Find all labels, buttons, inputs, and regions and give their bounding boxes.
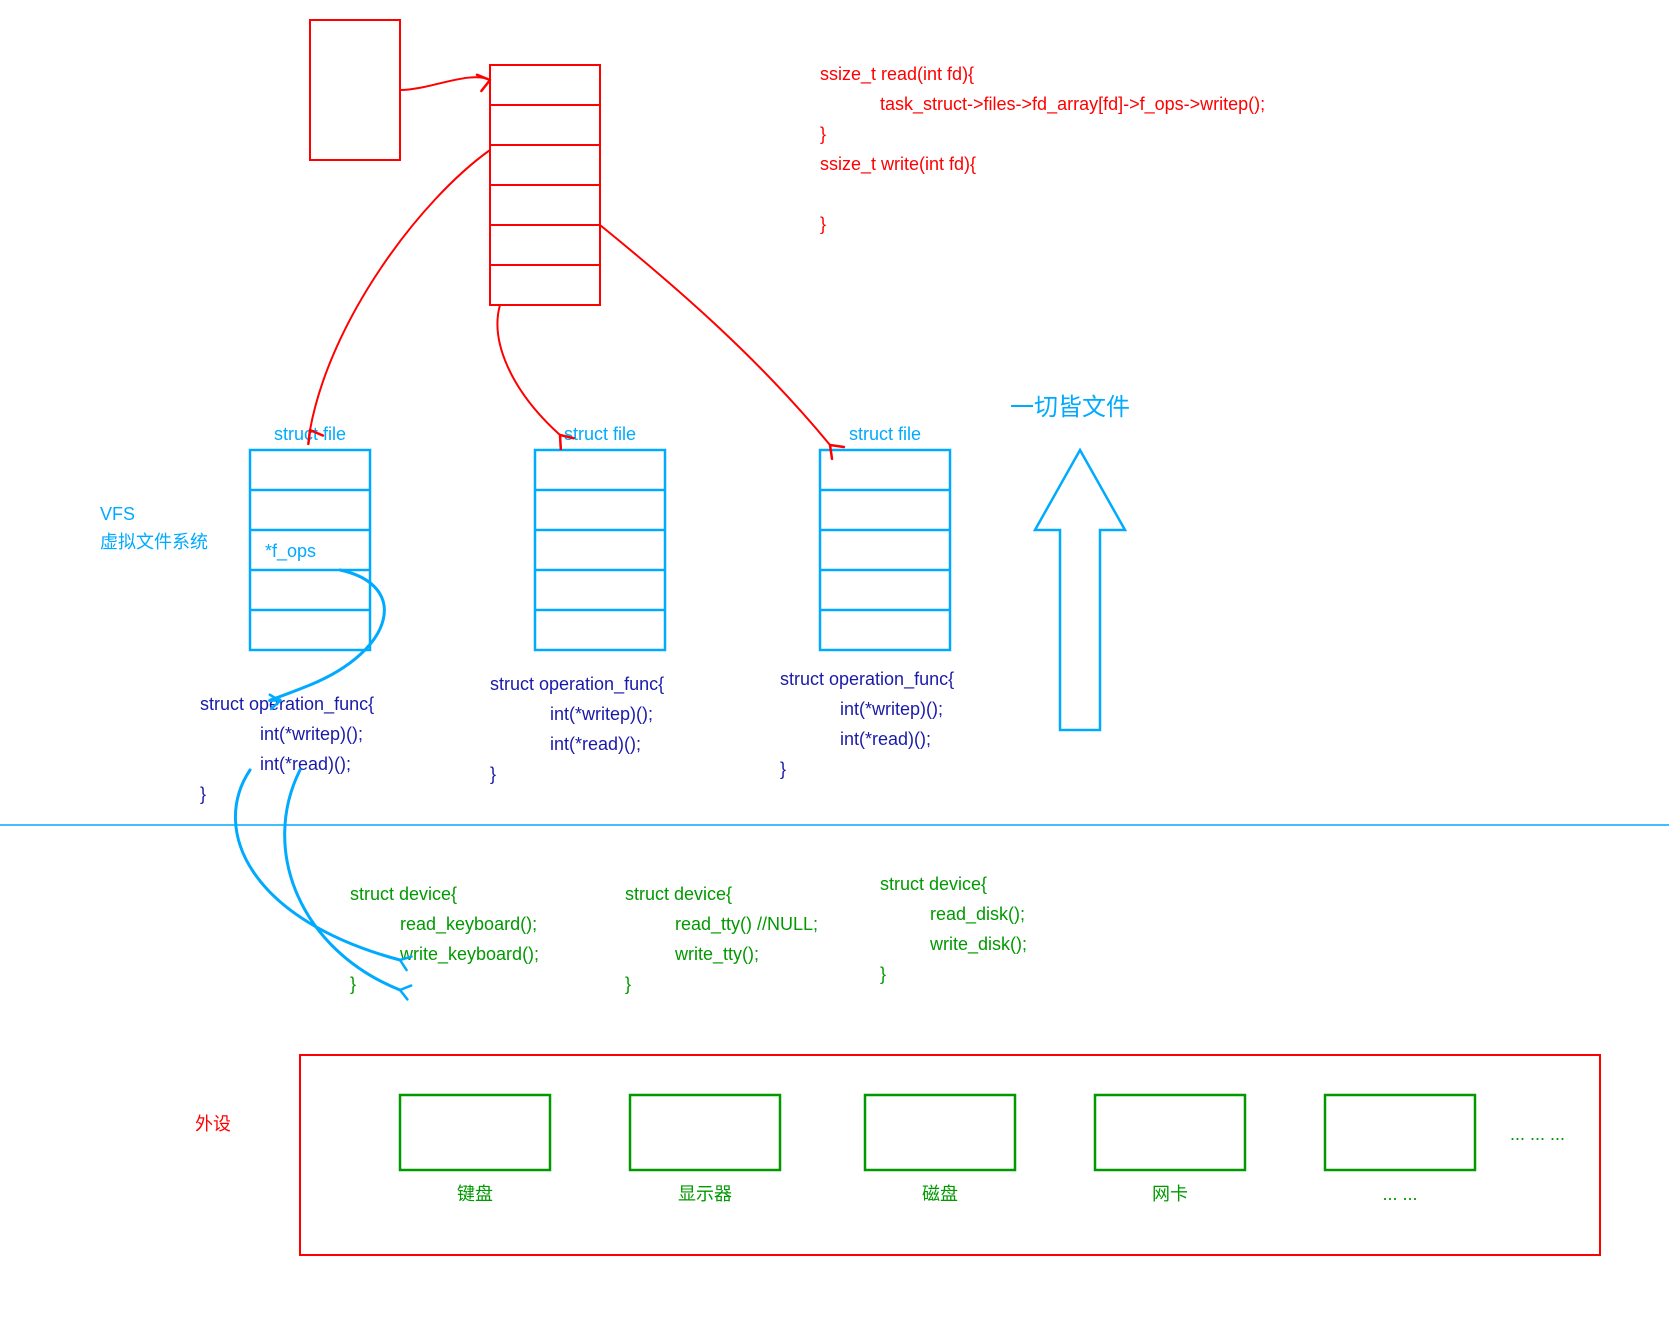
operation-func-line: int(*read)(); [550, 734, 641, 754]
vfs-label: VFS [100, 504, 135, 524]
device-struct-line: struct device{ [350, 884, 457, 904]
op-to-device-arrow [285, 770, 400, 990]
peripheral-label: 键盘 [457, 1184, 493, 1204]
fops-label: *f_ops [265, 541, 316, 562]
peripheral-box [630, 1095, 780, 1170]
peripheral-label: 网卡 [1152, 1184, 1188, 1204]
device-struct-line: read_keyboard(); [400, 914, 537, 935]
red-arrow [310, 150, 490, 430]
code-line: ssize_t read(int fd){ [820, 64, 974, 85]
code-line: } [820, 214, 826, 234]
struct-file-table [535, 450, 665, 650]
operation-func-line: } [200, 784, 206, 804]
peripheral-box [400, 1095, 550, 1170]
diagram-canvas: ssize_t read(int fd){ task_struct->files-… [0, 0, 1669, 1334]
peripheral-box [1325, 1095, 1475, 1170]
device-struct-line: write_disk(); [929, 934, 1027, 955]
peripheral-label: 显示器 [678, 1184, 732, 1204]
peripherals-container [300, 1055, 1600, 1255]
device-struct-line: } [880, 964, 886, 984]
device-struct-line: struct device{ [625, 884, 732, 904]
operation-func-line: int(*read)(); [840, 729, 931, 749]
operation-func-line: struct operation_func{ [780, 669, 954, 690]
everything-is-file-arrow [1035, 450, 1125, 730]
struct-file-table [820, 450, 950, 650]
device-struct-line: struct device{ [880, 874, 987, 894]
red-arrow [600, 225, 830, 445]
operation-func-line: int(*writep)(); [840, 699, 943, 719]
device-struct-line: write_tty(); [674, 944, 759, 965]
peripheral-ellipsis: ... ... ... [1510, 1124, 1565, 1144]
operation-func-line: struct operation_func{ [490, 674, 664, 695]
operation-func-line: struct operation_func{ [200, 694, 374, 715]
peripheral-label: 磁盘 [922, 1184, 958, 1204]
code-line: } [820, 124, 826, 144]
peripheral-box [865, 1095, 1015, 1170]
operation-func-line: } [780, 759, 786, 779]
peripherals-label: 外设 [195, 1114, 231, 1134]
task-struct-box [310, 20, 400, 160]
operation-func-line: int(*writep)(); [550, 704, 653, 724]
peripheral-label: ... ... [1382, 1184, 1417, 1204]
fops-pointer-arrow [270, 570, 385, 701]
red-arrow [498, 305, 561, 435]
struct-file-title: struct file [564, 424, 636, 444]
device-struct-line: read_disk(); [930, 904, 1025, 925]
operation-func-line: int(*read)(); [260, 754, 351, 774]
vfs-label: 虚拟文件系统 [100, 532, 208, 552]
operation-func-line: int(*writep)(); [260, 724, 363, 744]
device-struct-line: } [350, 974, 356, 994]
struct-file-title: struct file [849, 424, 921, 444]
device-struct-line: read_tty() //NULL; [675, 914, 818, 935]
device-struct-line: write_keyboard(); [399, 944, 539, 965]
everything-is-file-label: 一切皆文件 [1010, 394, 1130, 421]
red-arrow [400, 77, 490, 90]
code-line: ssize_t write(int fd){ [820, 154, 976, 175]
code-line: task_struct->files->fd_array[fd]->f_ops-… [880, 94, 1265, 115]
fd-array-box [490, 65, 600, 305]
device-struct-line: } [625, 974, 631, 994]
operation-func-line: } [490, 764, 496, 784]
peripheral-box [1095, 1095, 1245, 1170]
